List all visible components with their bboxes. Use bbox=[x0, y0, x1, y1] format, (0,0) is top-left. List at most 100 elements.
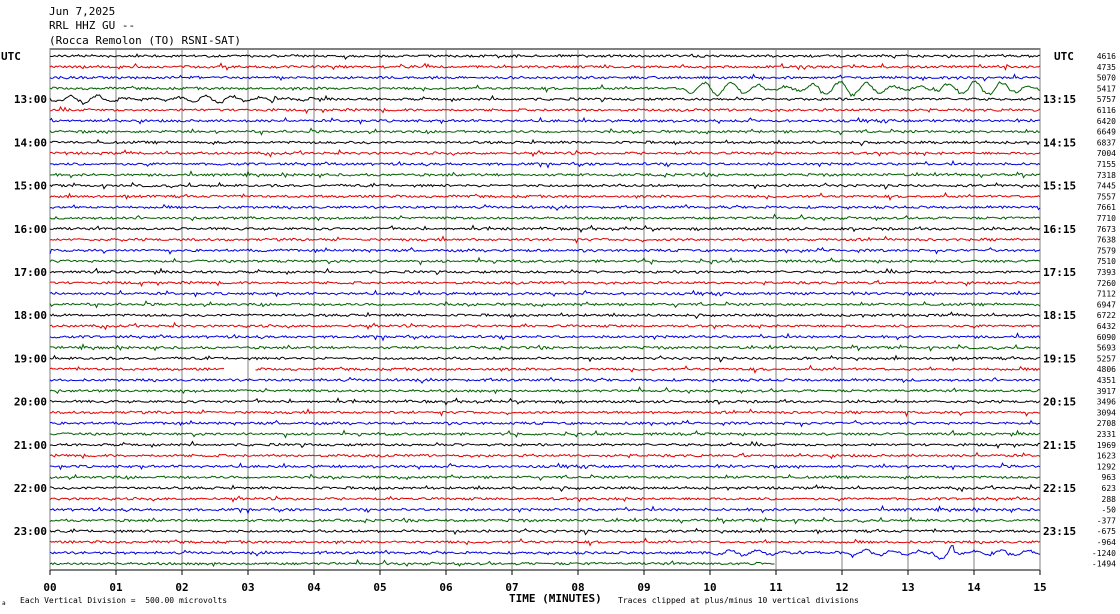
offset-label-row-39: 963 bbox=[1102, 473, 1117, 482]
hour-label-left-10: 23:00 bbox=[14, 525, 47, 538]
trace-row-15 bbox=[49, 213, 1041, 222]
offset-label-row-24: 6722 bbox=[1097, 311, 1116, 320]
trace-row-29 bbox=[49, 364, 1041, 374]
hour-label-left-9: 22:00 bbox=[14, 482, 47, 495]
trace-row-1 bbox=[49, 62, 1041, 72]
trace-row-19 bbox=[49, 256, 1041, 266]
offset-label-row-26: 6090 bbox=[1097, 333, 1116, 342]
offset-label-row-16: 7673 bbox=[1097, 225, 1116, 234]
x-tick-label-12: 12 bbox=[835, 581, 848, 594]
offset-label-row-45: -964 bbox=[1097, 538, 1116, 547]
offset-label-row-35: 2331 bbox=[1097, 430, 1116, 439]
x-tick-label-10: 10 bbox=[703, 581, 716, 594]
trace-row-32 bbox=[49, 397, 1041, 406]
offset-label-row-29: 4806 bbox=[1097, 365, 1116, 374]
offset-label-row-11: 7318 bbox=[1097, 171, 1116, 180]
trace-row-20 bbox=[49, 267, 1041, 276]
header-station: (Rocca Remolon (TO) RSNI-SAT) bbox=[49, 34, 242, 47]
trace-row-40 bbox=[49, 483, 1041, 493]
x-tick-label-05: 05 bbox=[373, 581, 386, 594]
trace-row-43 bbox=[49, 516, 1041, 525]
footer-division: Each Vertical Division = 500.00 microvol… bbox=[20, 596, 228, 605]
footer-xlabel: TIME (MINUTES) bbox=[509, 592, 602, 605]
x-tick-label-08: 08 bbox=[571, 581, 584, 594]
offset-label-row-32: 3496 bbox=[1097, 398, 1116, 407]
x-tick-label-14: 14 bbox=[967, 581, 981, 594]
trace-row-5 bbox=[49, 105, 1041, 115]
x-tick-label-07: 07 bbox=[505, 581, 518, 594]
trace-row-13 bbox=[49, 191, 1041, 202]
offset-label-row-10: 7155 bbox=[1097, 160, 1116, 169]
trace-row-14 bbox=[49, 203, 1041, 212]
offset-label-row-8: 6837 bbox=[1097, 138, 1116, 147]
trace-row-22 bbox=[49, 289, 1041, 298]
offset-label-row-19: 7510 bbox=[1097, 257, 1116, 266]
hour-label-left-8: 21:00 bbox=[14, 439, 47, 452]
offset-label-row-46: -1240 bbox=[1092, 549, 1116, 558]
x-tick-label-03: 03 bbox=[241, 581, 254, 594]
hour-label-left-7: 20:00 bbox=[14, 396, 47, 409]
trace-row-35 bbox=[50, 429, 1041, 439]
hour-label-left-5: 18:00 bbox=[14, 309, 47, 322]
hour-label-left-4: 17:00 bbox=[14, 266, 47, 279]
trace-row-23 bbox=[49, 300, 1041, 309]
offset-label-row-43: -377 bbox=[1097, 516, 1116, 525]
offset-label-row-1: 4735 bbox=[1097, 63, 1116, 72]
hour-label-right-9: 22:15 bbox=[1043, 482, 1076, 495]
offset-label-row-3: 5417 bbox=[1097, 84, 1116, 93]
hour-label-right-0: 13:15 bbox=[1043, 93, 1076, 106]
utc-label-right: UTC bbox=[1054, 50, 1074, 63]
trace-row-27 bbox=[50, 343, 1041, 352]
x-tick-label-06: 06 bbox=[439, 581, 453, 594]
trace-row-4 bbox=[49, 94, 1041, 106]
trace-row-37 bbox=[49, 451, 1041, 460]
offset-label-row-22: 7112 bbox=[1097, 290, 1116, 299]
offset-label-row-41: 288 bbox=[1102, 495, 1117, 504]
footer-clip-note: Traces clipped at plus/minus 10 vertical… bbox=[618, 596, 859, 605]
offset-label-row-9: 7004 bbox=[1097, 149, 1116, 158]
offset-label-row-47: -1494 bbox=[1092, 560, 1116, 569]
trace-row-25 bbox=[49, 321, 1041, 331]
x-tick-label-15: 15 bbox=[1033, 581, 1046, 594]
trace-row-9 bbox=[49, 148, 1041, 158]
offset-label-row-15: 7710 bbox=[1097, 214, 1116, 223]
trace-row-18 bbox=[49, 246, 1041, 255]
offset-label-row-42: -50 bbox=[1102, 506, 1117, 515]
trace-row-44 bbox=[49, 527, 1041, 536]
trace-row-7 bbox=[49, 127, 1041, 136]
offset-label-row-36: 1969 bbox=[1097, 441, 1116, 450]
x-tick-label-01: 01 bbox=[109, 581, 123, 594]
hour-label-right-4: 17:15 bbox=[1043, 266, 1076, 279]
x-tick-label-09: 09 bbox=[637, 581, 650, 594]
offset-label-row-25: 6432 bbox=[1097, 322, 1116, 331]
offset-label-row-40: 623 bbox=[1102, 484, 1117, 493]
offset-label-row-14: 7661 bbox=[1097, 203, 1116, 212]
trace-row-3 bbox=[49, 80, 1041, 97]
x-tick-label-11: 11 bbox=[769, 581, 783, 594]
trace-row-17 bbox=[49, 235, 1041, 244]
offset-label-row-33: 3094 bbox=[1097, 408, 1116, 417]
trace-row-46 bbox=[49, 545, 1041, 560]
offset-label-row-37: 1623 bbox=[1097, 452, 1116, 461]
trace-row-24 bbox=[49, 311, 1041, 320]
trace-row-31 bbox=[49, 386, 1041, 395]
x-tick-label-13: 13 bbox=[901, 581, 914, 594]
hour-label-right-8: 21:15 bbox=[1043, 439, 1076, 452]
trace-row-0 bbox=[49, 53, 1041, 61]
x-tick-label-04: 04 bbox=[307, 581, 321, 594]
offset-label-row-44: -675 bbox=[1097, 527, 1116, 536]
trace-row-36 bbox=[49, 440, 1041, 449]
trace-row-42 bbox=[49, 504, 1041, 515]
offset-label-row-23: 6947 bbox=[1097, 300, 1116, 309]
hour-label-right-3: 16:15 bbox=[1043, 223, 1076, 236]
offset-label-row-30: 4351 bbox=[1097, 376, 1116, 385]
hour-label-right-5: 18:15 bbox=[1043, 309, 1076, 322]
utc-label-left: UTC bbox=[1, 50, 21, 63]
offset-label-row-20: 7393 bbox=[1097, 268, 1116, 277]
offset-label-row-6: 6420 bbox=[1097, 117, 1116, 126]
trace-row-34 bbox=[49, 419, 1041, 428]
offset-label-row-5: 6116 bbox=[1097, 106, 1116, 115]
trace-row-6 bbox=[49, 116, 1041, 125]
trace-row-47 bbox=[49, 558, 775, 568]
